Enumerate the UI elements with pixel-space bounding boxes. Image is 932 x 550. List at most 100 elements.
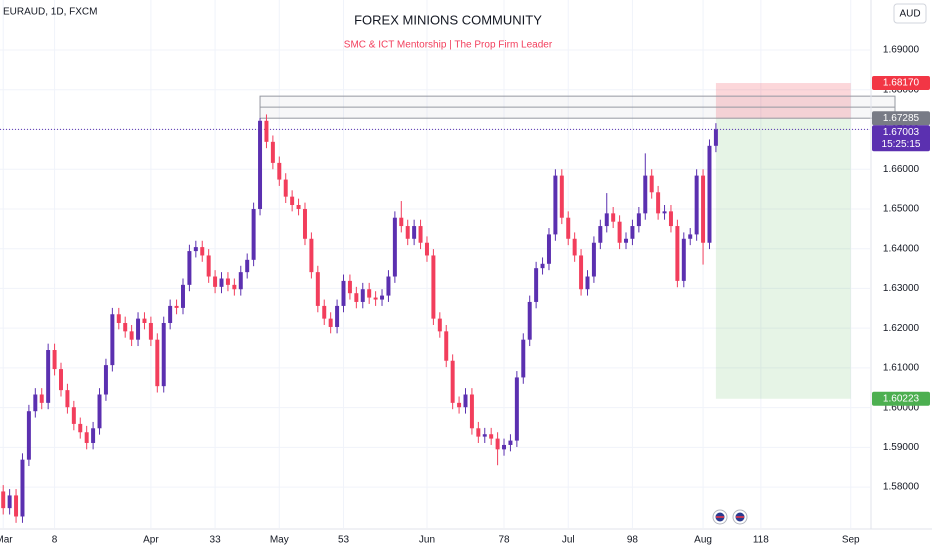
candle-body [136,318,141,340]
candle-body [656,192,661,214]
candle-body [78,423,83,433]
price-label-box [872,111,930,126]
x-tick-label: Apr [143,535,159,546]
candle-body [694,175,699,235]
x-tick-label: 53 [338,535,350,546]
candle-body [7,495,12,509]
candle-body [225,278,230,285]
countdown-label: 15:25:15 [882,139,921,150]
candle-body [713,129,718,146]
candle-body [418,226,423,243]
candle-body [290,196,295,206]
candle-body [97,394,102,429]
candle-body [437,318,442,332]
candle-body [296,205,301,209]
candle-body [424,242,429,256]
x-tick-label: 33 [210,535,222,546]
candle-body [180,284,185,308]
y-tick-label: 1.61000 [883,363,920,374]
y-tick-label: 1.62000 [883,323,920,334]
candle-body [373,297,378,300]
x-tick-label: Jul [562,535,575,546]
currency-label: AUD [899,9,920,20]
candle-body [213,276,218,287]
price-label: 1.60223 [883,393,920,404]
price-label-box [872,76,930,91]
price-label-box [872,125,930,152]
price-label: 1.67003 [883,127,920,138]
candle-body [367,289,372,298]
candle-body [148,322,153,340]
candle-body [168,305,173,323]
candle-body [206,255,211,277]
candle-body [585,276,590,290]
target-zone [715,118,851,399]
candle-body [649,175,654,193]
candle-body [508,440,513,445]
candle-body [559,175,564,218]
candle-body [668,211,673,227]
candle-body [566,217,571,239]
candle-body [469,394,474,429]
candle-body [412,226,417,239]
candle-body [341,280,346,306]
event-icons [712,509,748,525]
candle-body [688,234,693,239]
candle-body [611,213,616,222]
candle-body [277,162,282,180]
candle-body [707,145,712,243]
candle-body [476,428,481,437]
candle-body [26,411,31,460]
candle-body [360,289,365,302]
x-tick-label: 118 [753,535,769,546]
candle-body [598,226,603,243]
price-label-box [872,391,930,406]
x-tick-label: Jun [419,535,435,546]
candle-body [103,365,108,395]
candle-body [91,428,96,443]
candle-body [502,444,507,450]
overlays [0,83,896,399]
candle-body [482,434,487,437]
candle-body [232,284,237,290]
candle-body [219,278,224,287]
candle-body [283,179,288,197]
candle-body [624,238,629,243]
candle-body [380,295,385,300]
currency-button[interactable] [893,3,927,24]
candle-body [116,314,121,323]
candle-body [514,377,519,441]
candle-body [20,459,25,517]
candle-body [174,305,179,308]
candle-body [335,305,340,327]
y-tick-label: 1.69000 [883,45,920,56]
candle-body [193,247,198,252]
candle-body [681,238,686,281]
candle-body [258,120,263,209]
y-tick-label: 1.66000 [883,164,920,175]
candle-body [675,226,680,281]
x-tick-label: Aug [694,535,712,546]
candle-body [643,175,648,214]
candle-body [392,217,397,277]
candle-body [33,394,38,412]
candle-body [431,255,436,319]
candle-body [110,314,115,366]
candle-body [187,251,192,285]
candle-body [399,217,404,227]
candle-body [701,175,706,243]
x-tick-label: May [270,535,289,546]
candle-body [540,263,545,269]
y-tick-label: 1.58000 [883,482,920,493]
candle-body [155,339,160,387]
candle-body [129,331,134,340]
candle-body [630,226,635,239]
candle-body [405,226,410,239]
y-tick-label: 1.64000 [883,243,920,254]
x-tick-label: 78 [498,535,510,546]
candle-body [534,268,539,302]
candle-body [1,491,6,509]
candle-body [39,394,44,403]
